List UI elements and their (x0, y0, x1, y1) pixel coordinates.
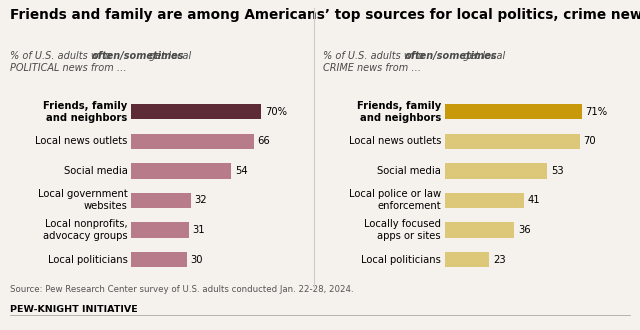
Text: Local nonprofits,
advocacy groups: Local nonprofits, advocacy groups (43, 219, 127, 241)
Text: 70%: 70% (265, 107, 287, 116)
Text: 32: 32 (195, 195, 207, 205)
Text: % of U.S. adults who: % of U.S. adults who (323, 51, 428, 61)
Text: Locally focused
apps or sites: Locally focused apps or sites (364, 219, 441, 241)
Bar (445, 222, 514, 238)
Text: 30: 30 (191, 255, 203, 265)
Text: 71%: 71% (586, 107, 607, 116)
Text: 70: 70 (584, 136, 596, 146)
Text: get local: get local (460, 51, 505, 61)
Text: Social media: Social media (63, 166, 127, 176)
Text: 31: 31 (193, 225, 205, 235)
Bar (445, 134, 580, 149)
Text: Friends and family are among Americans’ top sources for local politics, crime ne: Friends and family are among Americans’ … (10, 8, 640, 22)
Text: CRIME news from …: CRIME news from … (323, 63, 421, 73)
Bar (131, 104, 261, 119)
Text: Friends, family
and neighbors: Friends, family and neighbors (356, 101, 441, 123)
Text: Source: Pew Research Center survey of U.S. adults conducted Jan. 22-28, 2024.: Source: Pew Research Center survey of U.… (10, 285, 353, 294)
Text: Local politicians: Local politicians (361, 255, 441, 265)
Text: 66: 66 (257, 136, 270, 146)
Text: 36: 36 (518, 225, 531, 235)
Text: 41: 41 (527, 195, 540, 205)
Text: Local police or law
enforcement: Local police or law enforcement (349, 189, 441, 212)
Text: Local government
websites: Local government websites (38, 189, 127, 212)
Bar (131, 222, 189, 238)
Bar (131, 193, 191, 208)
Bar (131, 134, 253, 149)
Text: get local: get local (146, 51, 191, 61)
Text: 53: 53 (551, 166, 563, 176)
Text: PEW-KNIGHT INITIATIVE: PEW-KNIGHT INITIATIVE (10, 305, 138, 314)
Bar (445, 252, 489, 267)
Text: Friends, family
and neighbors: Friends, family and neighbors (44, 101, 127, 123)
Text: 23: 23 (493, 255, 506, 265)
Text: POLITICAL news from …: POLITICAL news from … (10, 63, 126, 73)
Bar (445, 193, 524, 208)
Text: often/sometimes: often/sometimes (92, 51, 184, 61)
Bar (131, 252, 187, 267)
Text: Local politicians: Local politicians (47, 255, 127, 265)
Bar (445, 163, 547, 179)
Text: Local news outlets: Local news outlets (349, 136, 441, 146)
Text: % of U.S. adults who: % of U.S. adults who (10, 51, 114, 61)
Text: Local news outlets: Local news outlets (35, 136, 127, 146)
Bar (131, 163, 231, 179)
Bar (445, 104, 582, 119)
Text: often/sometimes: often/sometimes (405, 51, 498, 61)
Text: 54: 54 (235, 166, 248, 176)
Text: Social media: Social media (377, 166, 441, 176)
